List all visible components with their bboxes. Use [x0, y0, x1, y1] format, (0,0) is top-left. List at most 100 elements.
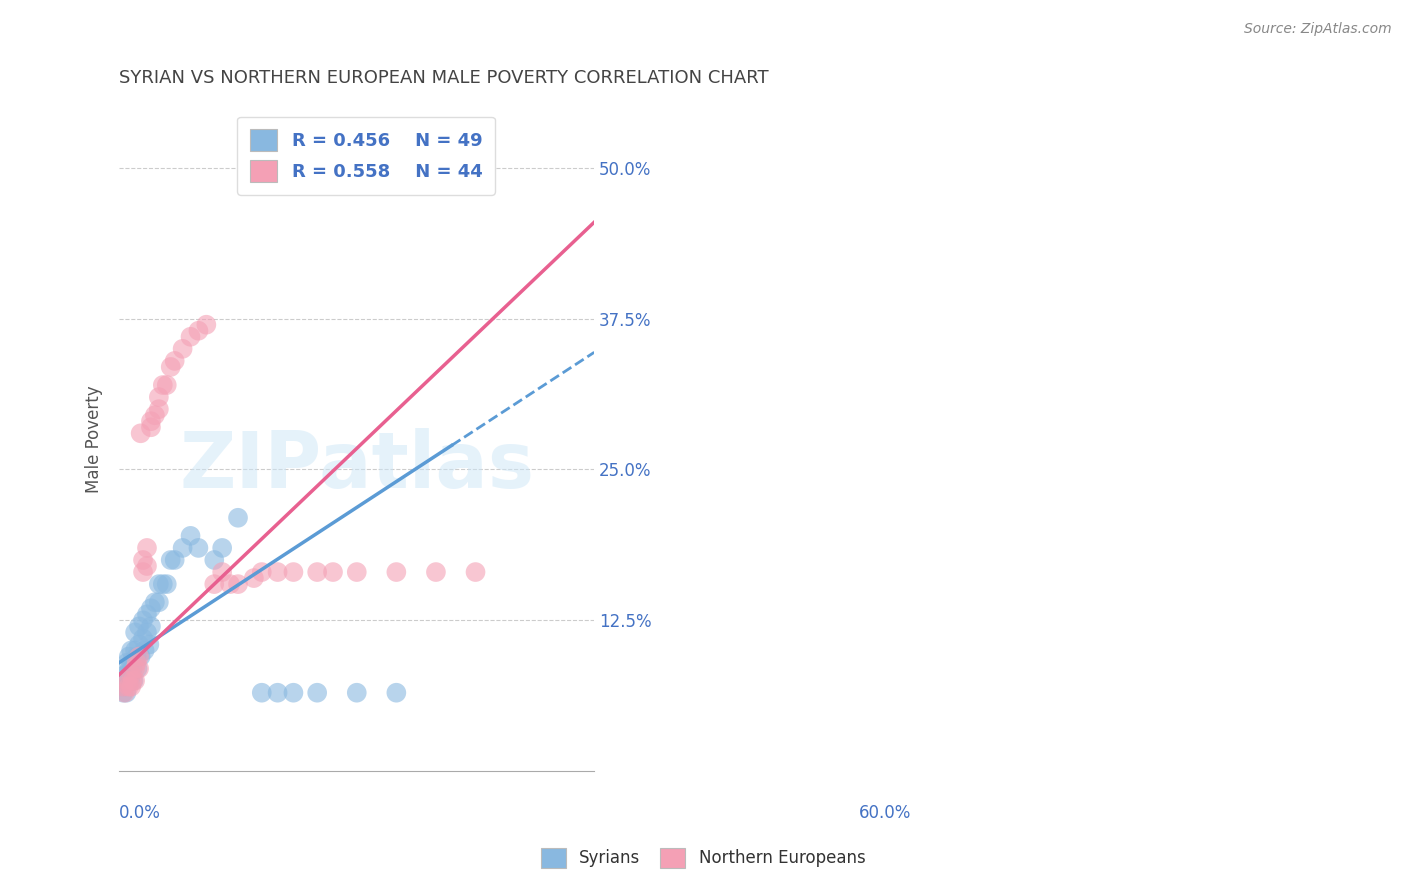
Point — [114, 667, 136, 681]
Point — [115, 667, 138, 681]
Point — [307, 565, 329, 579]
Point — [148, 402, 170, 417]
Text: 0.0%: 0.0% — [120, 805, 162, 822]
Point — [172, 541, 194, 555]
Point — [156, 378, 179, 392]
Point — [112, 680, 135, 694]
Point — [139, 619, 162, 633]
Point — [425, 161, 447, 175]
Point — [464, 565, 486, 579]
Legend: R = 0.456    N = 49, R = 0.558    N = 44: R = 0.456 N = 49, R = 0.558 N = 44 — [238, 117, 495, 195]
Point — [243, 571, 266, 585]
Point — [346, 565, 368, 579]
Point — [124, 673, 146, 688]
Point — [136, 625, 159, 640]
Text: 60.0%: 60.0% — [859, 805, 911, 822]
Point — [118, 662, 141, 676]
Point — [129, 649, 152, 664]
Point — [385, 565, 408, 579]
Point — [187, 541, 209, 555]
Point — [148, 577, 170, 591]
Y-axis label: Male Poverty: Male Poverty — [86, 385, 103, 493]
Point — [180, 529, 202, 543]
Point — [163, 553, 186, 567]
Point — [120, 667, 142, 681]
Text: Source: ZipAtlas.com: Source: ZipAtlas.com — [1244, 22, 1392, 37]
Point — [128, 637, 150, 651]
Point — [136, 541, 159, 555]
Point — [124, 625, 146, 640]
Point — [112, 686, 135, 700]
Point — [128, 662, 150, 676]
Point — [134, 643, 156, 657]
Point — [139, 414, 162, 428]
Point — [124, 662, 146, 676]
Point — [152, 577, 174, 591]
Point — [322, 565, 344, 579]
Point — [163, 354, 186, 368]
Point — [138, 637, 160, 651]
Point — [112, 680, 135, 694]
Point — [156, 577, 179, 591]
Point — [385, 686, 408, 700]
Point — [195, 318, 218, 332]
Point — [159, 359, 181, 374]
Point — [118, 649, 141, 664]
Point — [143, 408, 166, 422]
Point — [152, 378, 174, 392]
Point — [266, 565, 288, 579]
Point — [136, 559, 159, 574]
Point — [124, 643, 146, 657]
Point — [118, 680, 141, 694]
Point — [128, 619, 150, 633]
Point — [120, 656, 142, 670]
Point — [148, 390, 170, 404]
Point — [120, 673, 142, 688]
Point — [226, 577, 249, 591]
Point — [219, 577, 242, 591]
Text: SYRIAN VS NORTHERN EUROPEAN MALE POVERTY CORRELATION CHART: SYRIAN VS NORTHERN EUROPEAN MALE POVERTY… — [120, 69, 769, 87]
Point — [202, 577, 225, 591]
Point — [202, 553, 225, 567]
Point — [250, 565, 273, 579]
Point — [172, 342, 194, 356]
Point — [283, 565, 305, 579]
Point — [127, 662, 149, 676]
Point — [211, 565, 233, 579]
Point — [346, 686, 368, 700]
Point — [425, 565, 447, 579]
Point — [120, 680, 142, 694]
Point — [139, 420, 162, 434]
Point — [121, 662, 143, 676]
Point — [122, 673, 145, 688]
Point — [125, 656, 148, 670]
Point — [114, 673, 136, 688]
Point — [211, 541, 233, 555]
Point — [115, 673, 138, 688]
Point — [143, 595, 166, 609]
Point — [129, 426, 152, 441]
Point — [283, 686, 305, 700]
Point — [307, 686, 329, 700]
Point — [132, 565, 155, 579]
Text: ZIPatlas: ZIPatlas — [180, 428, 534, 504]
Point — [115, 686, 138, 700]
Point — [266, 686, 288, 700]
Point — [125, 649, 148, 664]
Point — [128, 649, 150, 664]
Point — [121, 673, 143, 688]
Point — [136, 607, 159, 622]
Point — [159, 553, 181, 567]
Point — [132, 613, 155, 627]
Point — [250, 686, 273, 700]
Point — [132, 632, 155, 646]
Point — [132, 553, 155, 567]
Point — [115, 656, 138, 670]
Point — [120, 643, 142, 657]
Point — [187, 324, 209, 338]
Point — [180, 330, 202, 344]
Legend: Syrians, Northern Europeans: Syrians, Northern Europeans — [534, 841, 872, 875]
Point — [148, 595, 170, 609]
Point — [139, 601, 162, 615]
Point — [226, 510, 249, 524]
